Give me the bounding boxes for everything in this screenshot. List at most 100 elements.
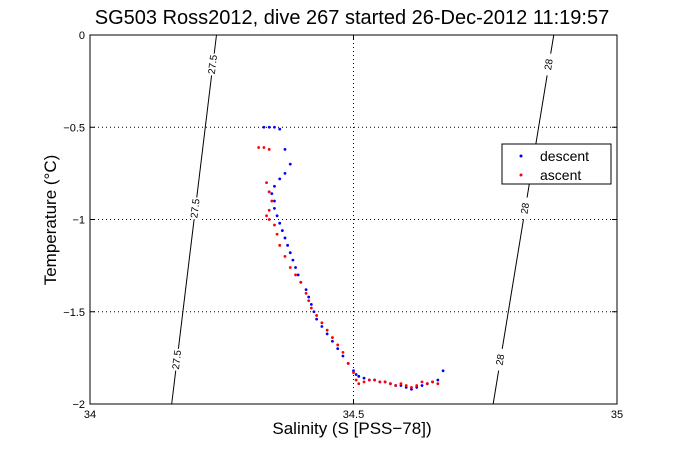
descent-point bbox=[262, 125, 266, 129]
y-tick-label: 0 bbox=[79, 30, 85, 42]
y-tick-label: −2 bbox=[72, 399, 85, 411]
contour-label: 28 bbox=[543, 58, 556, 71]
descent-point bbox=[286, 243, 290, 247]
ascent-point bbox=[307, 299, 311, 303]
legend-box bbox=[501, 143, 612, 185]
ascent-point bbox=[331, 336, 334, 339]
descent-point bbox=[278, 177, 282, 181]
ascent-point bbox=[367, 378, 371, 382]
descent-point bbox=[357, 374, 361, 378]
descent-point bbox=[273, 207, 276, 210]
x-axis-label: Salinity (S [PSS−78]) bbox=[272, 419, 431, 438]
descent-point bbox=[320, 325, 324, 328]
ascent-point bbox=[357, 382, 361, 386]
density-contours: 27.5 27.5 27.5 28 28 28 bbox=[169, 34, 557, 405]
ascent-point bbox=[325, 328, 329, 332]
ascent-point bbox=[275, 232, 279, 236]
ascent-point bbox=[273, 223, 276, 227]
ascent-point bbox=[420, 380, 424, 384]
descent-point bbox=[341, 354, 345, 358]
descent-point bbox=[288, 162, 292, 166]
ascent-point bbox=[288, 266, 292, 269]
ascent-point bbox=[299, 280, 303, 284]
y-tick-label: −0.5 bbox=[63, 122, 85, 134]
descent-point bbox=[291, 258, 295, 262]
legend-marker-ascent bbox=[519, 173, 523, 177]
descent-point bbox=[294, 266, 297, 269]
data-points bbox=[257, 125, 445, 391]
ascent-point bbox=[315, 314, 319, 317]
isopycnal-line bbox=[492, 34, 555, 405]
legend-label-descent: descent bbox=[540, 148, 589, 164]
ascent-point bbox=[267, 190, 271, 194]
descent-point bbox=[273, 199, 276, 203]
descent-point bbox=[283, 147, 287, 151]
ascent-point bbox=[262, 146, 266, 149]
contour-label-bg bbox=[188, 196, 203, 221]
ascent-point bbox=[388, 382, 392, 386]
ascent-point bbox=[431, 380, 434, 384]
descent-point bbox=[296, 273, 300, 277]
ascent-point bbox=[309, 306, 313, 310]
descent-point bbox=[307, 295, 311, 299]
legend-marker-descent bbox=[519, 154, 523, 158]
contour-label-bg bbox=[541, 52, 557, 77]
descent-point bbox=[354, 373, 358, 376]
ascent-point bbox=[341, 350, 345, 354]
descent-point bbox=[362, 376, 366, 380]
legend: descent ascent bbox=[501, 143, 612, 185]
ascent-point bbox=[346, 362, 350, 365]
ascent-point bbox=[436, 382, 440, 386]
ascent-point bbox=[265, 181, 268, 185]
ascent-point bbox=[399, 382, 403, 386]
descent-point bbox=[280, 229, 284, 232]
contour-label: 27.5 bbox=[189, 198, 202, 219]
y-tick-label: −1.5 bbox=[63, 307, 85, 319]
contour-label-bg bbox=[492, 347, 509, 372]
contour-label: 28 bbox=[495, 353, 508, 366]
chart-title: SG503 Ross2012, dive 267 started 26-Dec-… bbox=[95, 7, 609, 29]
isopycnal-line bbox=[171, 34, 217, 405]
ascent-point bbox=[336, 343, 340, 347]
x-tick-label: 34 bbox=[84, 409, 96, 421]
descent-point bbox=[304, 288, 308, 292]
descent-point bbox=[309, 302, 313, 306]
ascent-point bbox=[320, 321, 324, 325]
descent-point bbox=[278, 127, 282, 131]
descent-point bbox=[267, 125, 271, 129]
ascent-point bbox=[257, 146, 261, 149]
grid bbox=[90, 35, 617, 404]
ascent-point bbox=[267, 208, 271, 212]
ascent-point bbox=[267, 218, 271, 221]
ascent-point bbox=[354, 378, 358, 382]
descent-point bbox=[278, 221, 282, 225]
x-tick-label: 35 bbox=[611, 409, 623, 421]
ascent-point bbox=[352, 371, 355, 375]
descent-point bbox=[336, 347, 340, 351]
contour-label: 27.5 bbox=[171, 349, 184, 370]
ascent-point bbox=[373, 378, 376, 382]
ascent-point bbox=[278, 243, 282, 247]
descent-point bbox=[331, 339, 334, 343]
descent-point bbox=[270, 192, 274, 196]
contour-label-bg bbox=[169, 348, 185, 372]
descent-point bbox=[325, 332, 329, 336]
ascent-point bbox=[383, 380, 387, 384]
y-tick-label: −1 bbox=[72, 215, 85, 227]
descent-point bbox=[273, 184, 276, 188]
ascent-point bbox=[378, 380, 382, 384]
descent-point bbox=[275, 214, 279, 218]
axis-ticks: 34 34.5 35 0 −0.5 −1 −1.5 −2 bbox=[63, 30, 623, 421]
ascent-point bbox=[410, 385, 413, 389]
descent-point bbox=[315, 317, 319, 321]
ascent-point bbox=[270, 199, 274, 203]
ascent-point bbox=[404, 384, 408, 387]
descent-point bbox=[312, 310, 316, 314]
contour-label-bg bbox=[517, 196, 533, 221]
contour-label: 27.5 bbox=[207, 54, 220, 75]
descent-point bbox=[436, 378, 440, 382]
descent-point bbox=[283, 236, 287, 240]
legend-label-ascent: ascent bbox=[540, 167, 581, 183]
contour-label: 28 bbox=[519, 202, 532, 215]
